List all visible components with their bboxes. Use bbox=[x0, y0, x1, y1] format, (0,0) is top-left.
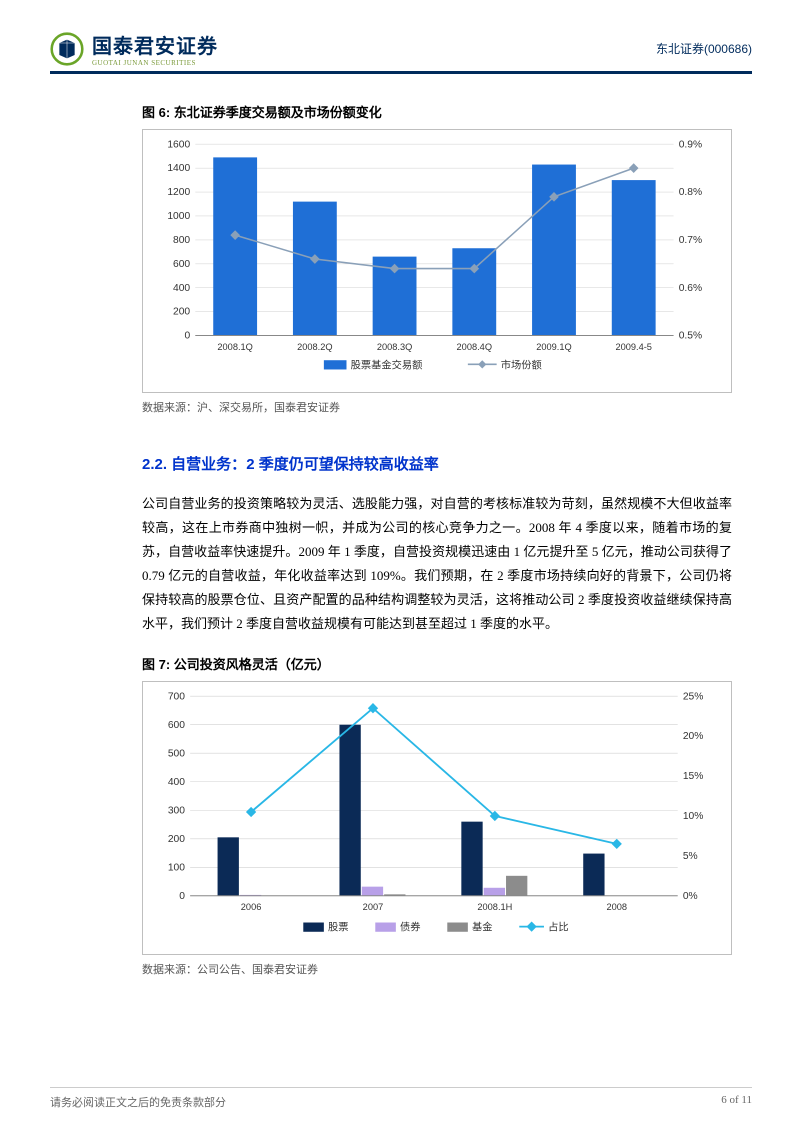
svg-text:2008.2Q: 2008.2Q bbox=[297, 342, 333, 352]
svg-text:1600: 1600 bbox=[167, 139, 190, 150]
footer-page-number: 6 of 11 bbox=[721, 1094, 752, 1110]
svg-text:0.8%: 0.8% bbox=[679, 187, 702, 198]
svg-text:25%: 25% bbox=[683, 691, 704, 702]
svg-text:2007: 2007 bbox=[363, 902, 384, 912]
fig6-chart: 0 200 400 600 800 1000 1200 1400 1600 0.5% 0.6% 0.7… bbox=[142, 129, 732, 393]
svg-text:2008.4Q: 2008.4Q bbox=[457, 342, 493, 352]
svg-text:0%: 0% bbox=[683, 891, 698, 902]
svg-text:0: 0 bbox=[184, 331, 190, 342]
svg-text:市场份额: 市场份额 bbox=[501, 358, 542, 371]
svg-text:400: 400 bbox=[173, 283, 190, 294]
fig6-title: 图 6: 东北证券季度交易额及市场份额变化 bbox=[142, 102, 732, 121]
svg-text:2006: 2006 bbox=[241, 902, 262, 912]
svg-text:0: 0 bbox=[179, 891, 185, 902]
svg-text:2008.1Q: 2008.1Q bbox=[217, 342, 253, 352]
logo: 国泰君安证券 GUOTAI JUNAN SECURITIES bbox=[50, 30, 218, 67]
section22-heading: 2.2. 自营业务：2 季度仍可望保持较高收益率 bbox=[142, 453, 732, 474]
svg-text:2009.4-5: 2009.4-5 bbox=[615, 342, 652, 352]
svg-text:600: 600 bbox=[168, 720, 185, 731]
svg-text:800: 800 bbox=[173, 235, 190, 246]
svg-text:500: 500 bbox=[168, 748, 185, 759]
fig7-chart: 0 100 200 300 400 500 600 700 0% 5% 10% 15% 20% 25% 20… bbox=[142, 681, 732, 955]
svg-text:股票基金交易额: 股票基金交易额 bbox=[351, 358, 423, 371]
svg-text:300: 300 bbox=[168, 805, 185, 816]
svg-text:400: 400 bbox=[168, 777, 185, 788]
logo-en: GUOTAI JUNAN SECURITIES bbox=[92, 59, 218, 67]
svg-text:200: 200 bbox=[173, 307, 190, 318]
svg-text:债券: 债券 bbox=[400, 921, 421, 934]
header-stock-label: 东北证券(000686) bbox=[656, 40, 752, 57]
svg-text:5%: 5% bbox=[683, 851, 698, 862]
svg-text:占比: 占比 bbox=[548, 921, 569, 934]
svg-text:0.9%: 0.9% bbox=[679, 139, 702, 150]
fig7-title: 图 7: 公司投资风格灵活（亿元） bbox=[142, 654, 732, 673]
svg-text:1200: 1200 bbox=[167, 187, 190, 198]
fig7-source: 数据来源：公司公告、国泰君安证券 bbox=[142, 961, 732, 977]
svg-text:1000: 1000 bbox=[167, 211, 190, 222]
svg-text:100: 100 bbox=[168, 862, 185, 873]
svg-text:10%: 10% bbox=[683, 811, 704, 822]
svg-text:2008.1H: 2008.1H bbox=[477, 902, 512, 912]
svg-text:200: 200 bbox=[168, 834, 185, 845]
svg-text:0.7%: 0.7% bbox=[679, 235, 702, 246]
page-footer: 请务必阅读正文之后的免责条款部分 6 of 11 bbox=[50, 1087, 752, 1110]
company-logo-icon bbox=[50, 32, 84, 66]
svg-text:2008.3Q: 2008.3Q bbox=[377, 342, 413, 352]
logo-zh: 国泰君安证券 bbox=[92, 30, 218, 59]
section22-paragraph: 公司自营业务的投资策略较为灵活、选股能力强，对自营的考核标准较为苛刻，虽然规模不… bbox=[142, 492, 732, 636]
svg-text:1400: 1400 bbox=[167, 163, 190, 174]
svg-text:2008: 2008 bbox=[606, 902, 627, 912]
svg-text:股票: 股票 bbox=[328, 922, 349, 934]
svg-text:0.6%: 0.6% bbox=[679, 283, 702, 294]
fig6-source: 数据来源：沪、深交易所，国泰君安证券 bbox=[142, 399, 732, 415]
svg-text:0.5%: 0.5% bbox=[679, 331, 702, 342]
svg-text:700: 700 bbox=[168, 691, 185, 702]
svg-text:600: 600 bbox=[173, 259, 190, 270]
svg-text:基金: 基金 bbox=[472, 921, 493, 934]
page-header: 国泰君安证券 GUOTAI JUNAN SECURITIES 东北证券(0006… bbox=[50, 30, 752, 74]
svg-text:15%: 15% bbox=[683, 771, 704, 782]
svg-text:20%: 20% bbox=[683, 731, 704, 742]
svg-text:2009.1Q: 2009.1Q bbox=[536, 342, 572, 352]
footer-disclaimer: 请务必阅读正文之后的免责条款部分 bbox=[50, 1094, 226, 1110]
